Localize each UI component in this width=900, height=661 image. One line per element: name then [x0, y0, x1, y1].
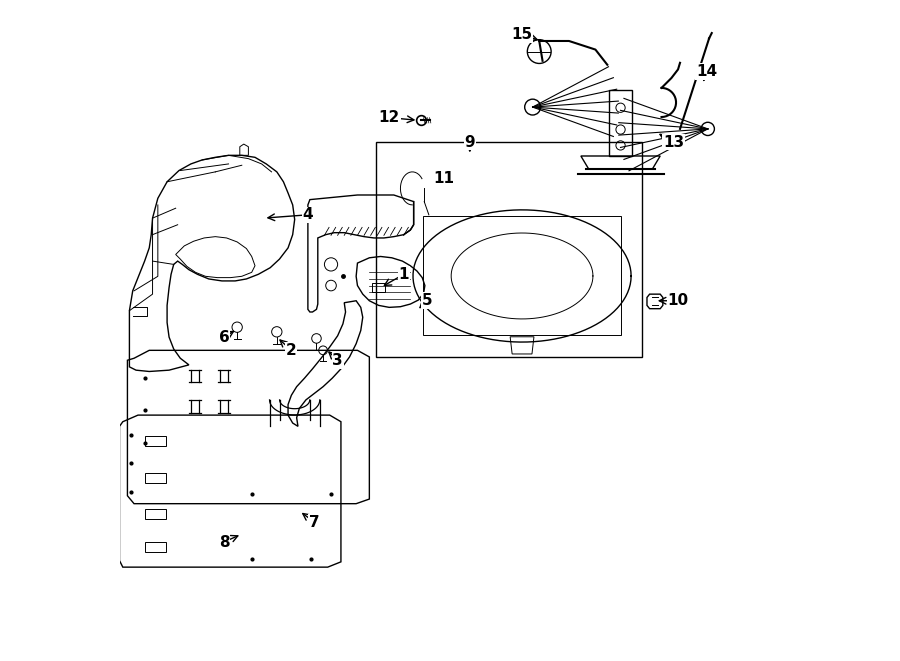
Text: 9: 9 — [464, 135, 475, 149]
Text: 8: 8 — [219, 535, 230, 549]
Text: 2: 2 — [286, 343, 297, 358]
Text: 12: 12 — [379, 110, 400, 125]
Bar — [145, 473, 166, 483]
Text: 4: 4 — [302, 208, 313, 222]
Text: 6: 6 — [219, 330, 230, 344]
Text: 3: 3 — [332, 353, 343, 368]
Text: 1: 1 — [399, 267, 409, 282]
Text: 13: 13 — [663, 135, 684, 149]
Bar — [145, 436, 166, 446]
Text: 10: 10 — [668, 293, 688, 308]
Text: 5: 5 — [421, 293, 432, 308]
Text: 14: 14 — [696, 64, 717, 79]
Text: 15: 15 — [511, 27, 532, 42]
Text: 11: 11 — [433, 171, 454, 186]
Bar — [376, 142, 642, 357]
Text: 7: 7 — [310, 515, 320, 529]
Bar — [145, 542, 166, 552]
Bar — [145, 509, 166, 519]
